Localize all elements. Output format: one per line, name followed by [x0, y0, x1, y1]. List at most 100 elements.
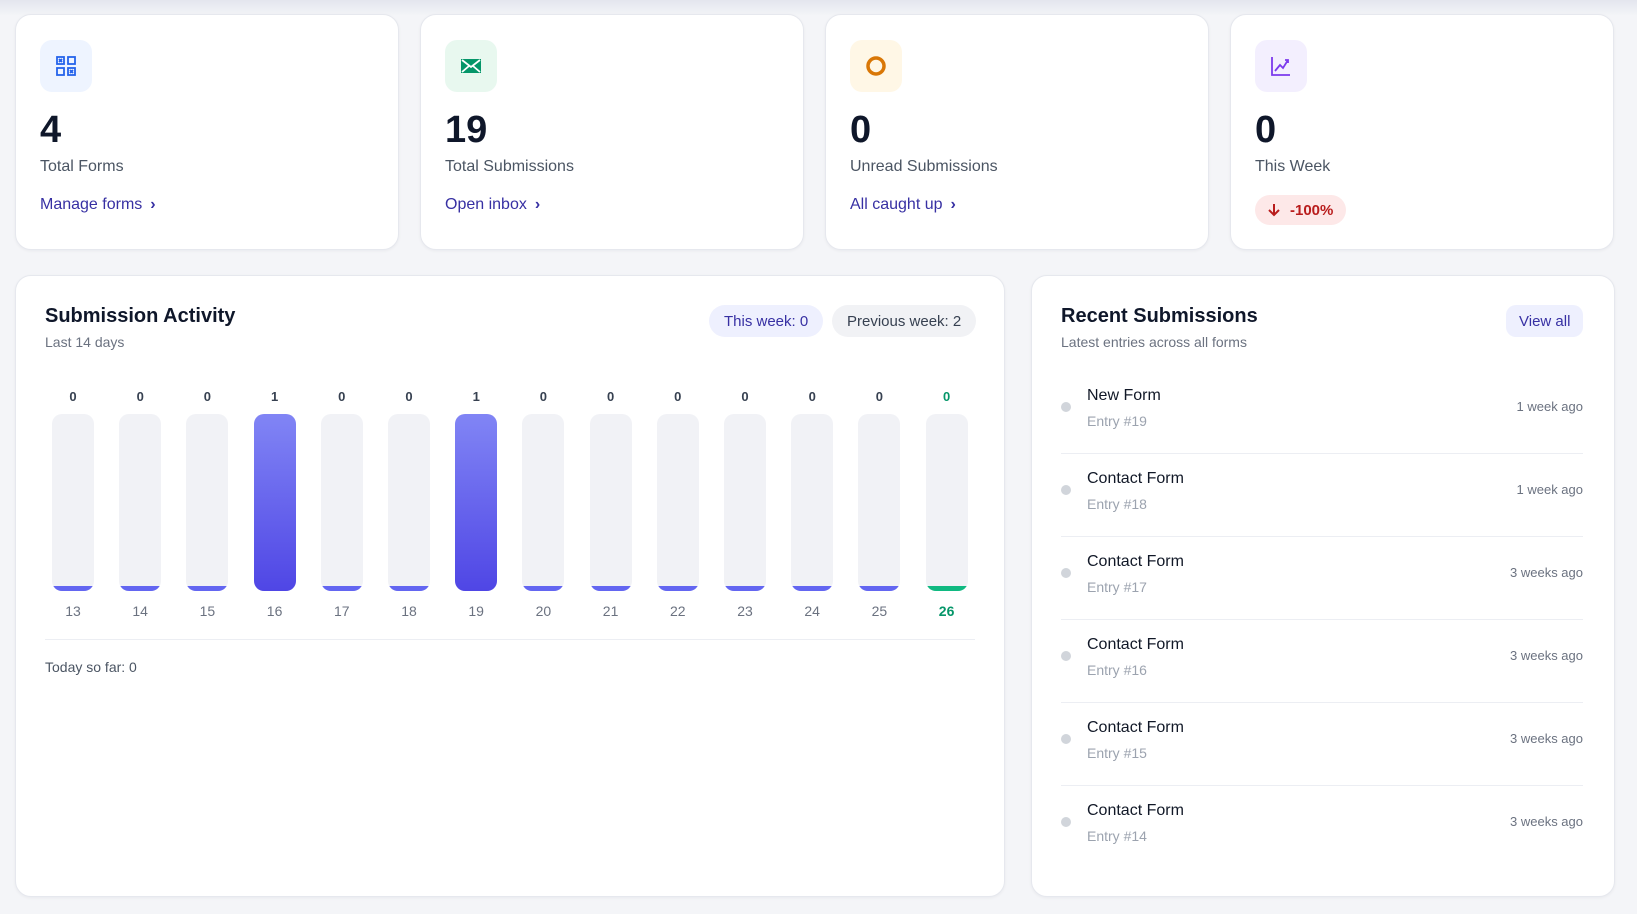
x-tick-label: 13: [65, 603, 81, 619]
stat-card-total-submissions: 19 Total Submissions Open inbox ›: [420, 14, 804, 250]
chevron-right-icon: ›: [950, 196, 956, 213]
recent-submissions-card: Recent Submissions Latest entries across…: [1031, 275, 1615, 897]
trend-value: -100%: [1290, 201, 1334, 219]
bar-track: [858, 414, 901, 591]
bar: [724, 586, 766, 591]
activity-title: Submission Activity: [45, 305, 236, 327]
bar: [656, 586, 699, 591]
bar-value-label: 0: [69, 389, 77, 404]
bar: [589, 586, 632, 591]
list-item[interactable]: Contact Form Entry #18 1 week ago: [1061, 454, 1583, 537]
view-all-button[interactable]: View all: [1506, 305, 1584, 337]
bar-track: [724, 414, 766, 591]
bar-track: [656, 414, 699, 591]
bar: [388, 586, 430, 591]
link-label: All caught up: [850, 196, 943, 213]
x-tick-label: 24: [804, 603, 820, 619]
stat-value: 4: [40, 109, 62, 151]
recent-title: Recent Submissions: [1061, 305, 1258, 327]
bar: [253, 414, 296, 591]
bar: [455, 414, 498, 591]
bar: [858, 586, 901, 591]
x-tick-label: 19: [468, 603, 484, 619]
list-item[interactable]: Contact Form Entry #16 3 weeks ago: [1061, 620, 1583, 703]
x-tick-label: 17: [334, 603, 350, 619]
status-dot: [1061, 734, 1071, 744]
bar-track: [791, 414, 834, 591]
bar-track: [253, 414, 296, 591]
bar-track: [320, 414, 363, 591]
status-dot: [1061, 568, 1071, 578]
entry-number: Entry #15: [1087, 745, 1147, 761]
bar-value-label: 0: [203, 389, 211, 404]
bar-track: [522, 414, 565, 591]
entry-number: Entry #14: [1087, 828, 1147, 844]
stat-card-unread-submissions: 0 Unread Submissions All caught up ›: [825, 14, 1209, 250]
form-name: Contact Form: [1087, 636, 1184, 653]
open-inbox-link[interactable]: Open inbox ›: [445, 196, 540, 214]
bar-track: [388, 414, 430, 591]
x-tick-label: 16: [266, 603, 283, 619]
list-item[interactable]: Contact Form Entry #14 3 weeks ago: [1061, 786, 1583, 869]
x-tick-label: 14: [132, 603, 148, 619]
link-label: Open inbox: [445, 196, 527, 213]
stat-value: 0: [850, 109, 872, 151]
bar-value-label: 0: [539, 389, 547, 404]
this-week-pill: This week: 0: [709, 305, 824, 337]
timestamp: 1 week ago: [1516, 482, 1584, 497]
circle-icon: [850, 40, 902, 92]
entry-number: Entry #19: [1087, 413, 1147, 429]
bar-value-label: 0: [338, 389, 346, 404]
today-so-far: Today so far: 0: [45, 659, 137, 675]
trend-badge: -100%: [1255, 195, 1347, 225]
bar-value-label: 0: [674, 389, 682, 404]
chevron-right-icon: ›: [150, 196, 156, 213]
form-name: Contact Form: [1087, 470, 1184, 487]
bar: [791, 586, 834, 591]
stat-value: 19: [445, 109, 488, 151]
bar-value-label: 0: [606, 389, 615, 404]
bar-track: [52, 414, 94, 591]
recent-header: Recent Submissions Latest entries across…: [1061, 305, 1258, 350]
status-dot: [1061, 485, 1071, 495]
bar-value-label: 0: [741, 389, 749, 404]
x-tick-label: 15: [199, 603, 216, 619]
previous-week-pill: Previous week: 2: [832, 305, 977, 337]
envelope-icon: [445, 40, 497, 92]
stat-card-this-week: 0 This Week -100%: [1230, 14, 1614, 250]
form-name: Contact Form: [1087, 802, 1184, 819]
stat-label: Unread Submissions: [850, 158, 998, 175]
stat-label: Total Submissions: [445, 158, 574, 175]
bar: [52, 586, 94, 591]
stat-card-total-forms: 4 Total Forms Manage forms ›: [15, 14, 399, 250]
timestamp: 3 weeks ago: [1510, 648, 1583, 663]
bar: [522, 586, 565, 591]
manage-forms-link[interactable]: Manage forms ›: [40, 196, 156, 214]
list-item[interactable]: Contact Form Entry #15 3 weeks ago: [1061, 703, 1583, 786]
x-tick-label: 22: [670, 603, 686, 619]
bar: [320, 586, 363, 591]
bar-value-label: 0: [405, 389, 413, 404]
x-tick-label: 20: [535, 603, 552, 619]
list-item[interactable]: Contact Form Entry #17 3 weeks ago: [1061, 537, 1583, 620]
link-label: Manage forms: [40, 196, 143, 213]
chart-line-icon: [1255, 40, 1307, 92]
stat-value: 0: [1255, 109, 1277, 151]
bar: [119, 586, 162, 591]
form-name: Contact Form: [1087, 719, 1184, 736]
all-caught-up-link[interactable]: All caught up ›: [850, 196, 956, 214]
recent-subtitle: Latest entries across all forms: [1061, 334, 1247, 350]
recent-list: New Form Entry #19 1 week ago Contact Fo…: [1061, 371, 1583, 869]
list-item[interactable]: New Form Entry #19 1 week ago: [1061, 371, 1583, 454]
chevron-right-icon: ›: [534, 196, 541, 213]
grid-icon: [40, 40, 92, 92]
status-dot: [1061, 651, 1071, 661]
x-tick-label: 23: [737, 603, 753, 619]
bar: [925, 586, 968, 591]
bar-value-label: 0: [136, 389, 144, 404]
bar-value-label: 0: [942, 389, 951, 404]
bar-track: [925, 414, 968, 591]
form-name: New Form: [1087, 387, 1161, 404]
x-tick-label: 21: [602, 603, 619, 619]
entry-number: Entry #16: [1087, 662, 1147, 678]
